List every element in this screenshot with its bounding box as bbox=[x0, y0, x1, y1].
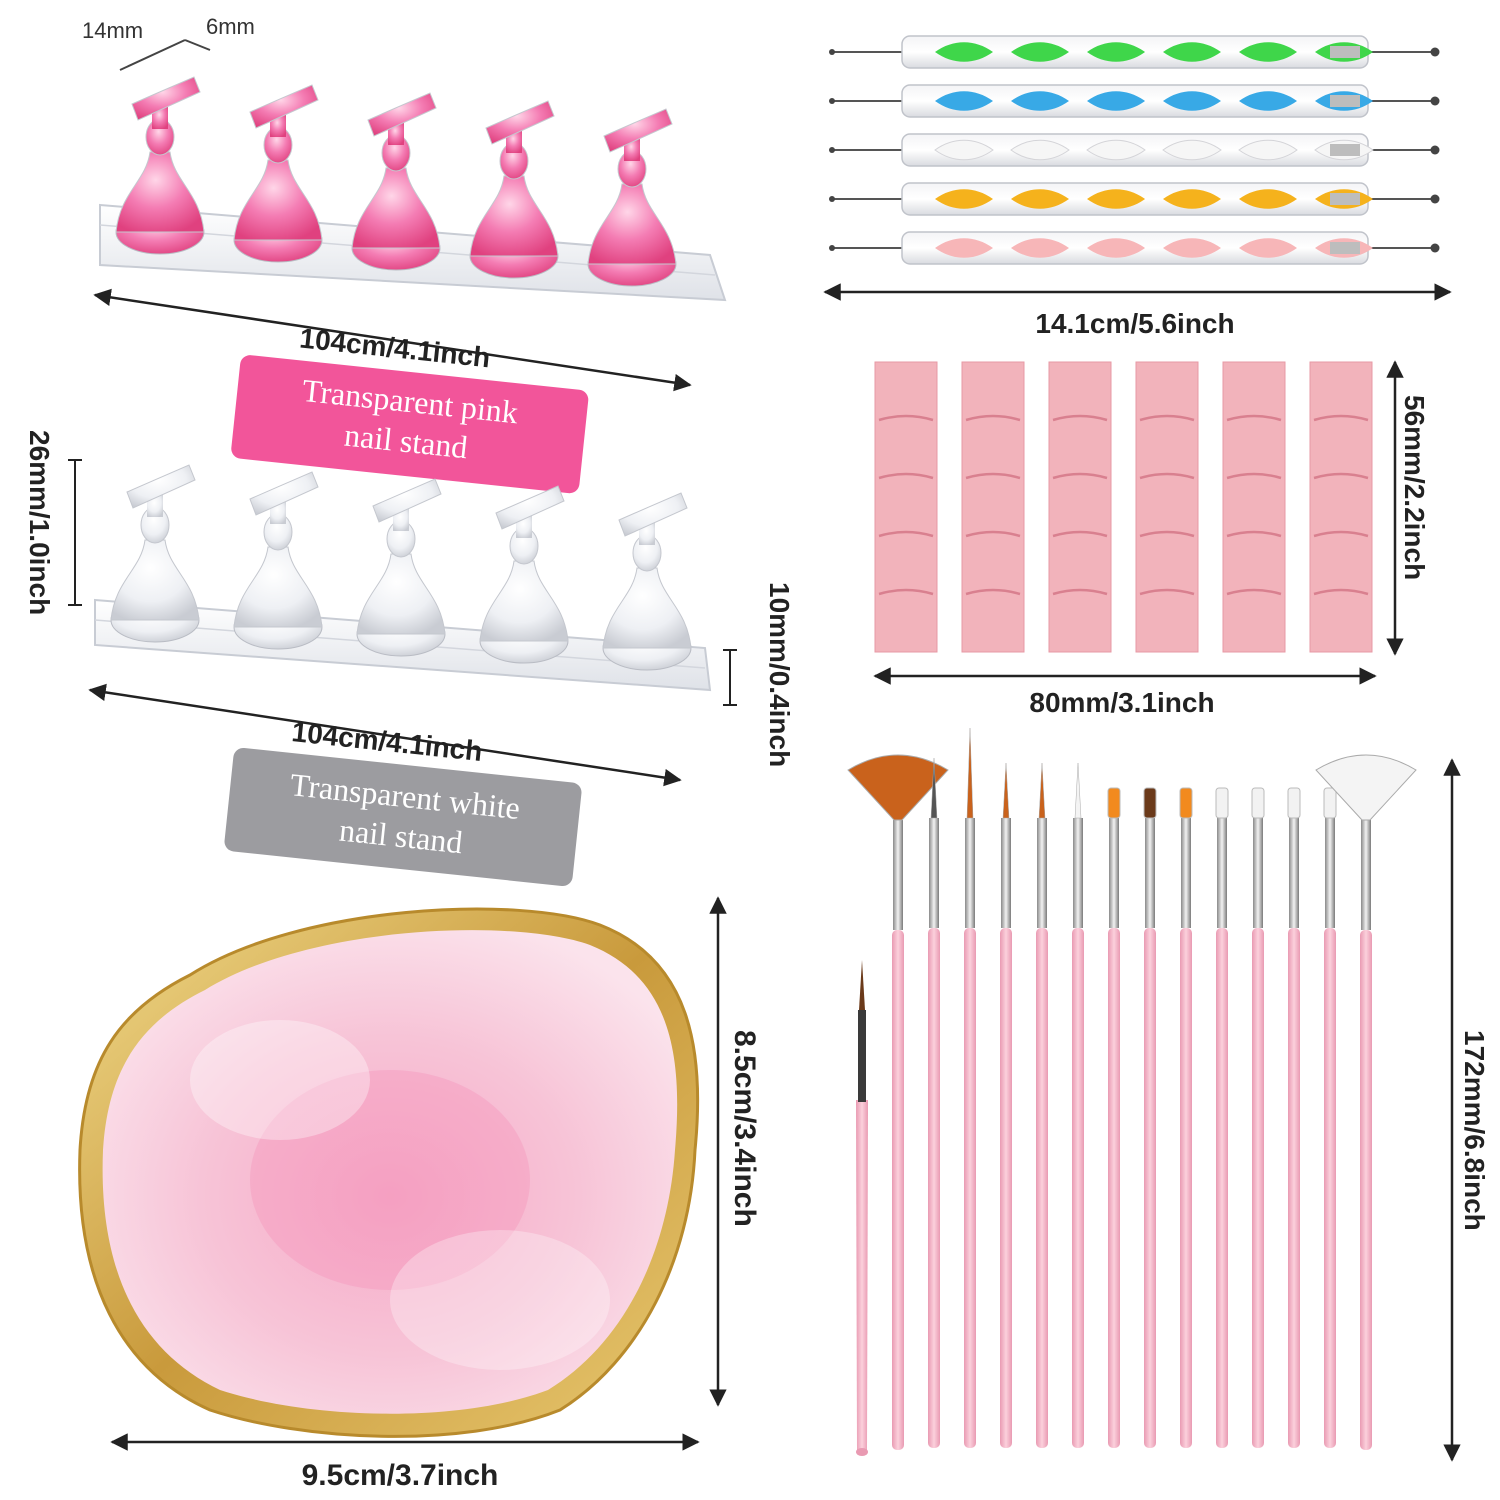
brush-liner bbox=[1036, 762, 1048, 1448]
white-crystal-holder bbox=[356, 478, 446, 657]
brush-flat-white bbox=[1287, 787, 1301, 1448]
silicone-holder bbox=[874, 361, 938, 653]
brush-flat-white bbox=[1215, 787, 1229, 1448]
silicone-holder bbox=[961, 361, 1025, 653]
pink-top-width-label: 14mm bbox=[82, 18, 143, 43]
brush-flat-orange bbox=[1107, 787, 1121, 1448]
white-crystal-holder bbox=[602, 492, 692, 671]
brush-liner bbox=[1000, 762, 1012, 1448]
pink-stand-banner: Transparent pink nail stand bbox=[231, 355, 589, 494]
dotting-tools bbox=[829, 35, 1440, 265]
holder-height-label: 56mm/2.2inch bbox=[1399, 395, 1430, 580]
nail-art-brushes bbox=[847, 727, 1417, 1456]
brush-fan-white bbox=[1315, 754, 1417, 1450]
white-crystal-holder bbox=[479, 485, 569, 664]
silicone-holder bbox=[1135, 361, 1199, 653]
brush-flat-brown bbox=[1143, 787, 1157, 1448]
dotting-tool-blue-twist bbox=[829, 84, 1440, 118]
dotting-tool-green-twist bbox=[829, 35, 1440, 69]
brush-flat-orange bbox=[1179, 787, 1193, 1448]
pink-crystal-holder bbox=[469, 100, 559, 279]
white-crystal-holder bbox=[110, 464, 200, 643]
pink-crystal-holder bbox=[233, 84, 323, 263]
brush-flat-white bbox=[1323, 787, 1337, 1448]
pink-length-dim-line bbox=[93, 288, 692, 392]
white-stand-banner: Transparent white nail stand bbox=[224, 747, 582, 887]
pink-crystal-holder bbox=[351, 92, 441, 271]
pink-crystal-holder bbox=[115, 76, 205, 255]
silicone-holder bbox=[1309, 361, 1373, 653]
brush-flat-white bbox=[1251, 787, 1265, 1448]
holder-width-label: 80mm/3.1inch bbox=[1029, 687, 1214, 718]
palette-surface bbox=[102, 930, 678, 1414]
silicone-brush-holders bbox=[874, 361, 1373, 653]
brush-liner-white bbox=[1072, 762, 1084, 1448]
white-length-dim-line bbox=[88, 683, 682, 787]
palette-width-label: 9.5cm/3.7inch bbox=[302, 1459, 499, 1492]
pink-top-dim-line bbox=[119, 39, 186, 71]
brush-striper bbox=[928, 757, 940, 1448]
brush-liner bbox=[856, 960, 868, 1456]
dotting-tool-pink-twist bbox=[829, 231, 1440, 265]
white-base-height-label: 10mm/0.4inch bbox=[764, 582, 795, 767]
pink-top-depth-label: 6mm bbox=[206, 14, 255, 39]
dotting-tool-white-twist bbox=[829, 133, 1440, 167]
silicone-holder bbox=[1222, 361, 1286, 653]
brush-length-label: 172mm/6.8inch bbox=[1459, 1030, 1490, 1231]
brush-fan-orange bbox=[847, 754, 949, 1450]
white-height-label: 26mm/1.0inch bbox=[24, 430, 55, 615]
dotting-length-label: 14.1cm/5.6inch bbox=[1035, 308, 1234, 339]
pink-nail-stand bbox=[99, 76, 727, 302]
dotting-tool-yellow-twist bbox=[829, 182, 1440, 216]
white-crystal-holder bbox=[233, 471, 323, 650]
resin-palette bbox=[78, 907, 700, 1438]
pink-crystal-holder bbox=[587, 108, 677, 287]
palette-height-label: 8.5cm/3.4inch bbox=[728, 1030, 761, 1227]
white-nail-stand bbox=[94, 464, 712, 692]
silicone-holder bbox=[1048, 361, 1112, 653]
brush-liner bbox=[964, 727, 976, 1448]
